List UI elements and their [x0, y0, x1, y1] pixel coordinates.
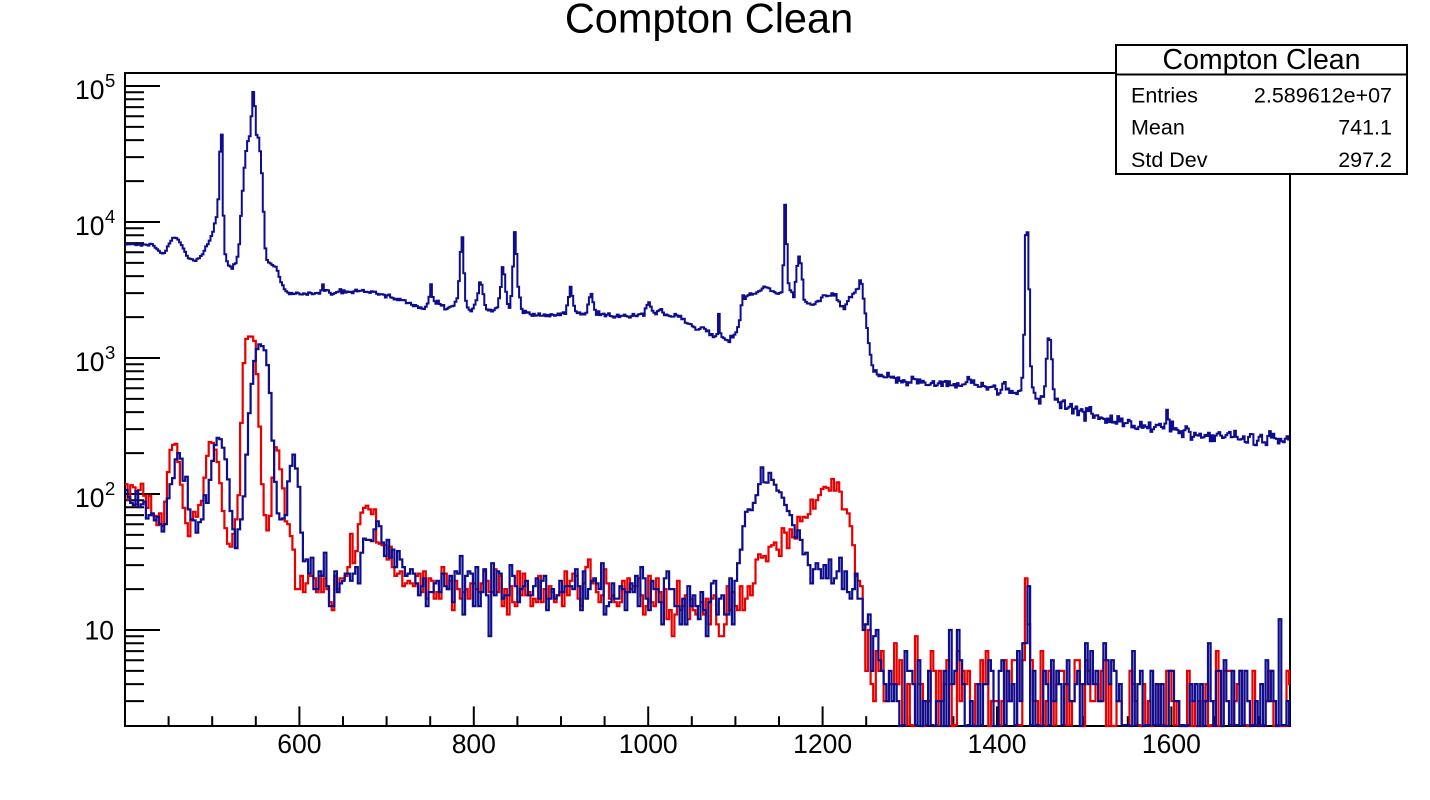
svg-text:741.1: 741.1 [1338, 116, 1392, 140]
svg-text:2.589612e+07: 2.589612e+07 [1254, 84, 1392, 108]
svg-text:Std Dev: Std Dev [1131, 148, 1208, 172]
svg-text:10: 10 [75, 211, 104, 241]
svg-text:Entries: Entries [1131, 84, 1198, 108]
svg-text:1400: 1400 [968, 729, 1027, 759]
svg-text:4: 4 [105, 206, 115, 227]
svg-text:Compton Clean: Compton Clean [1162, 44, 1360, 76]
svg-text:Mean: Mean [1131, 116, 1185, 140]
svg-text:800: 800 [452, 729, 496, 759]
svg-text:2: 2 [105, 478, 115, 499]
svg-text:1000: 1000 [619, 729, 678, 759]
svg-text:600: 600 [277, 729, 321, 759]
svg-text:10: 10 [85, 616, 114, 646]
svg-text:10: 10 [75, 75, 104, 105]
svg-text:3: 3 [105, 342, 115, 363]
svg-text:1600: 1600 [1142, 729, 1201, 759]
svg-text:Compton Clean: Compton Clean [565, 0, 853, 42]
svg-text:10: 10 [75, 483, 104, 513]
svg-text:297.2: 297.2 [1338, 148, 1392, 172]
svg-text:1200: 1200 [793, 729, 852, 759]
svg-text:5: 5 [105, 70, 115, 91]
svg-text:10: 10 [75, 347, 104, 377]
